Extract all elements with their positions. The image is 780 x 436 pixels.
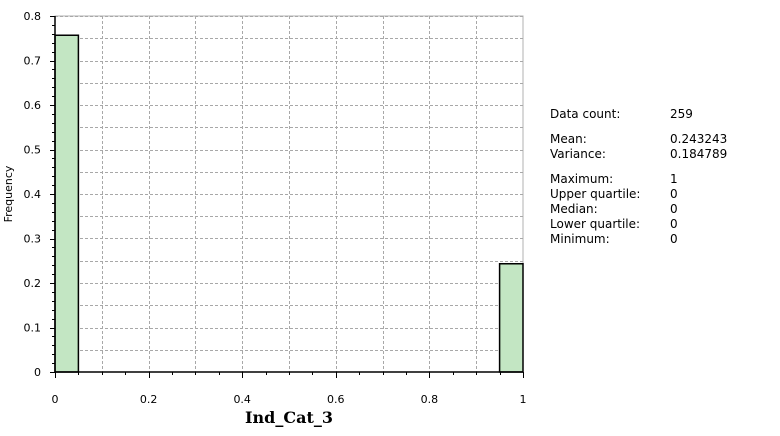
stat-lower-quartile: Lower quartile: 0 <box>550 217 750 232</box>
stat-label: Maximum: <box>550 172 614 186</box>
stat-maximum: Maximum: 1 <box>550 172 750 187</box>
x-tick-label: 1 <box>520 393 527 406</box>
y-tick-label: 0.3 <box>24 233 42 246</box>
axis-ticks <box>50 16 524 378</box>
stat-value: 0.243243 <box>670 132 728 146</box>
statistics-panel: Data count: 259 Mean: 0.243243 Variance:… <box>550 107 750 247</box>
stat-median: Median: 0 <box>550 202 750 217</box>
x-axis-title: Ind_Cat_3 <box>245 408 333 427</box>
stat-value: 0 <box>670 217 678 231</box>
tick-labels: 0 0.1 0.2 0.3 0.4 0.5 0.6 0.7 0.8 0 0.2 0.4 0.6 0.8 1 <box>24 10 527 406</box>
stat-label: Lower quartile: <box>550 217 641 231</box>
stat-label: Variance: <box>550 147 606 161</box>
x-tick-label: 0 <box>52 393 59 406</box>
stat-minimum: Minimum: 0 <box>550 232 750 247</box>
x-tick-label: 0.6 <box>327 393 345 406</box>
y-tick-label: 0.1 <box>24 322 42 335</box>
stat-label: Mean: <box>550 132 587 146</box>
x-tick-label: 0.2 <box>140 393 158 406</box>
y-tick-label: 0.7 <box>24 55 42 68</box>
x-tick-label: 0.4 <box>233 393 251 406</box>
stat-upper-quartile: Upper quartile: 0 <box>550 187 750 202</box>
stat-value: 259 <box>670 107 693 121</box>
y-axis-title: Frequency <box>2 165 15 222</box>
stat-label: Data count: <box>550 107 621 121</box>
y-tick-label: 0.5 <box>24 144 42 157</box>
stat-value: 0 <box>670 202 678 216</box>
histogram-bar <box>498 263 524 373</box>
histogram-bar <box>54 34 80 373</box>
x-tick-label: 0.8 <box>421 393 439 406</box>
y-tick-label: 0.2 <box>24 277 42 290</box>
stat-variance: Variance: 0.184789 <box>550 147 750 162</box>
grid-lines <box>54 15 524 373</box>
stat-value: 0.184789 <box>670 147 728 161</box>
y-tick-label: 0.4 <box>24 188 42 201</box>
stat-label: Upper quartile: <box>550 187 641 201</box>
stat-data-count: Data count: 259 <box>550 107 750 122</box>
stat-value: 0 <box>670 187 678 201</box>
y-tick-label: 0 <box>34 366 41 379</box>
stat-label: Median: <box>550 202 598 216</box>
stat-mean: Mean: 0.243243 <box>550 132 750 147</box>
y-tick-label: 0.6 <box>24 99 42 112</box>
stat-value: 1 <box>670 172 678 186</box>
y-tick-label: 0.8 <box>24 10 42 23</box>
stat-label: Minimum: <box>550 232 610 246</box>
stat-value: 0 <box>670 232 678 246</box>
histogram-chart: 00.10.20.30.40.50.60.70.80 0.2 0.4 0.6 0.8 1 … <box>2 10 527 427</box>
